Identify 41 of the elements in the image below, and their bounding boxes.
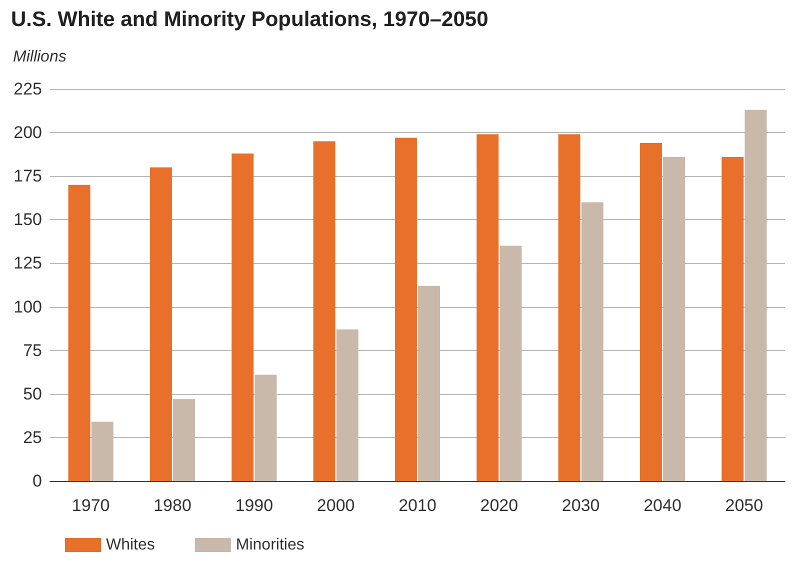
bar — [313, 141, 336, 481]
y-tick-label: 150 — [14, 210, 42, 230]
y-tick-label: 100 — [14, 297, 42, 316]
x-tick-label: 2020 — [480, 496, 518, 515]
y-axis-title: Millions — [13, 48, 66, 66]
bar — [173, 399, 196, 481]
legend-label: Whites — [106, 536, 155, 554]
bar — [581, 202, 604, 481]
y-tick-label: 25 — [23, 428, 42, 447]
bar — [744, 110, 767, 481]
x-tick-label: 1970 — [72, 496, 110, 515]
bar — [254, 374, 277, 481]
x-tick-label: 1980 — [154, 496, 192, 515]
x-tick-label: 2010 — [398, 496, 436, 515]
x-tick-label: 2040 — [644, 496, 682, 515]
bar — [91, 422, 114, 481]
chart-title: U.S. White and Minority Populations, 1970–2050 — [11, 8, 488, 31]
bar — [336, 329, 358, 481]
bar — [640, 143, 662, 481]
bar — [232, 153, 254, 481]
bar — [722, 156, 744, 481]
y-tick-label: 125 — [14, 254, 42, 273]
y-tick-label: 0 — [32, 472, 42, 490]
bar — [150, 167, 172, 481]
y-tick-label: 75 — [23, 340, 42, 360]
bar — [394, 138, 417, 481]
y-tick-label: 225 — [14, 80, 42, 98]
bar — [558, 134, 580, 481]
bar — [68, 184, 90, 481]
y-tick-label: 200 — [14, 123, 42, 142]
legend-label: Minorities — [236, 536, 304, 554]
y-tick-label: 175 — [14, 166, 42, 186]
x-tick-label: 1990 — [235, 496, 274, 515]
x-tick-label: 2030 — [562, 496, 600, 515]
bar — [663, 156, 686, 481]
bar — [418, 286, 440, 481]
bar — [476, 134, 499, 481]
x-tick-label: 2000 — [316, 496, 355, 515]
x-tick-label: 2050 — [725, 496, 764, 515]
y-tick-label: 50 — [23, 384, 42, 404]
bar — [500, 246, 522, 481]
